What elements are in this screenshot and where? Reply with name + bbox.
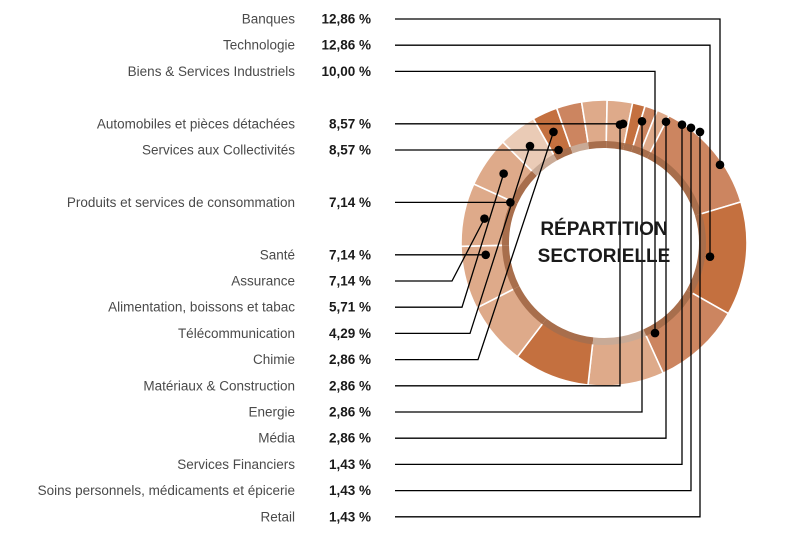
legend-label-alimentation-boissons-et-tabac: Alimentation, boissons et tabac [108, 300, 295, 315]
legend-value-automobiles-et-pieces-detachees: 8,57 % [329, 116, 371, 131]
leader-line-alimentation-boissons-et-tabac [395, 173, 505, 308]
legend-value-retail: 1,43 % [329, 509, 371, 524]
leader-line-retail [395, 131, 701, 518]
legend-value-chimie: 2,86 % [329, 352, 371, 367]
legend-label-chimie: Chimie [253, 352, 295, 367]
legend-value-sante: 7,14 % [329, 247, 371, 262]
inner-ring-segment-soins-personnels-medicaments-et-epicerie [631, 145, 642, 155]
inner-ring-segment-materiaux-construction [570, 142, 590, 154]
inner-ring-segment-technologie [686, 213, 706, 294]
leader-dot-services-aux-collectivites [554, 145, 563, 155]
legend-label-assurance: Assurance [231, 274, 295, 289]
leader-line-banques [395, 18, 721, 165]
legend-label-automobiles-et-pieces-detachees: Automobiles et pièces détachées [97, 116, 295, 131]
legend-label-telecommunication: Télécommunication [178, 326, 295, 341]
leader-line-telecommunication [395, 145, 531, 335]
leader-dot-media [661, 117, 671, 127]
inner-ring-segment-services-financiers [623, 143, 634, 153]
inner-ring-segment-services-aux-collectivites [542, 318, 594, 345]
inner-ring-segment-sante [502, 245, 520, 290]
inner-ring-segment-energie [587, 141, 607, 150]
legend-value-services-aux-collectivites: 8,57 % [329, 143, 371, 158]
legend-label-technologie: Technologie [223, 38, 295, 53]
leader-dot-chimie [549, 127, 558, 137]
leader-dot-technologie [705, 252, 715, 261]
leader-line-materiaux-construction [395, 124, 621, 387]
leader-lines [395, 18, 725, 518]
legend-label-energie: Energie [248, 405, 295, 420]
leader-dot-energie [637, 116, 647, 126]
donut-inner-ring [502, 141, 706, 345]
legend-value-produits-et-services-de-consommation: 7,14 % [329, 195, 371, 210]
inner-ring-segment-produits-et-services-de-consommation [513, 286, 547, 325]
leader-dot-materiaux-construction [615, 120, 625, 130]
legend-label-sante: Santé [260, 247, 295, 262]
leader-dot-telecommunication [525, 141, 535, 151]
legend-label-biens-services-industriels: Biens & Services Industriels [128, 64, 296, 79]
leader-dot-assurance [480, 214, 489, 223]
leader-dot-sante [481, 250, 491, 260]
inner-ring-segment-chimie [553, 146, 573, 161]
inner-ring-segment-banques [647, 152, 702, 216]
legend-label-materiaux-construction: Matériaux & Construction [143, 378, 295, 393]
leader-dot-services-financiers [677, 120, 687, 129]
leader-line-biens-services-industriels [395, 70, 656, 334]
leader-line-chimie [395, 131, 555, 361]
legend-value-technologie: 12,86 % [321, 38, 371, 53]
leader-dot-biens-services-industriels [650, 328, 660, 338]
legend-labels: Banques 12,86 % Technologie 12,86 % Biens & … [38, 12, 371, 525]
legend-value-energie: 2,86 % [329, 405, 371, 420]
leader-dot-banques [715, 160, 725, 170]
inner-ring-segment-telecommunication [531, 154, 558, 176]
chart-title-line-2: SECTORIELLE [538, 246, 671, 267]
legend-label-services-aux-collectivites: Services aux Collectivités [142, 143, 295, 158]
legend-label-services-financiers: Services Financiers [177, 457, 295, 472]
legend-label-produits-et-services-de-consommation: Produits et services de consommation [67, 195, 295, 210]
legend-value-banques: 12,86 % [321, 12, 371, 27]
leader-line-technologie [395, 44, 711, 257]
leader-line-services-financiers [395, 124, 683, 466]
legend-value-telecommunication: 4,29 % [329, 326, 371, 341]
legend-label-retail: Retail [260, 509, 295, 524]
legend-label-banques: Banques [242, 12, 296, 27]
leader-dot-alimentation-boissons-et-tabac [499, 169, 508, 178]
leader-dot-soins-personnels-medicaments-et-epicerie [686, 123, 696, 133]
legend-label-soins-personnels-medicaments-et-epicerie: Soins personnels, médicaments et épiceri… [38, 483, 295, 498]
legend-value-assurance: 7,14 % [329, 274, 371, 289]
legend-value-services-financiers: 1,43 % [329, 457, 371, 472]
legend-value-materiaux-construction: 2,86 % [329, 378, 371, 393]
leader-dot-retail [695, 127, 705, 137]
leader-line-media [395, 121, 667, 439]
leader-line-assurance [395, 218, 486, 282]
inner-ring-segment-assurance [502, 200, 518, 246]
chart-title-line-1: RÉPARTITION [540, 218, 667, 240]
legend-value-biens-services-industriels: 10,00 % [321, 64, 371, 79]
legend-value-soins-personnels-medicaments-et-epicerie: 1,43 % [329, 483, 371, 498]
leader-line-energie [395, 121, 643, 413]
inner-ring-segment-alimentation-boissons-et-tabac [511, 170, 537, 204]
legend-value-media: 2,86 % [329, 431, 371, 446]
legend-label-media: Média [258, 431, 295, 446]
legend-value-alimentation-boissons-et-tabac: 5,71 % [329, 300, 371, 315]
leader-line-soins-personnels-medicaments-et-epicerie [395, 127, 692, 492]
